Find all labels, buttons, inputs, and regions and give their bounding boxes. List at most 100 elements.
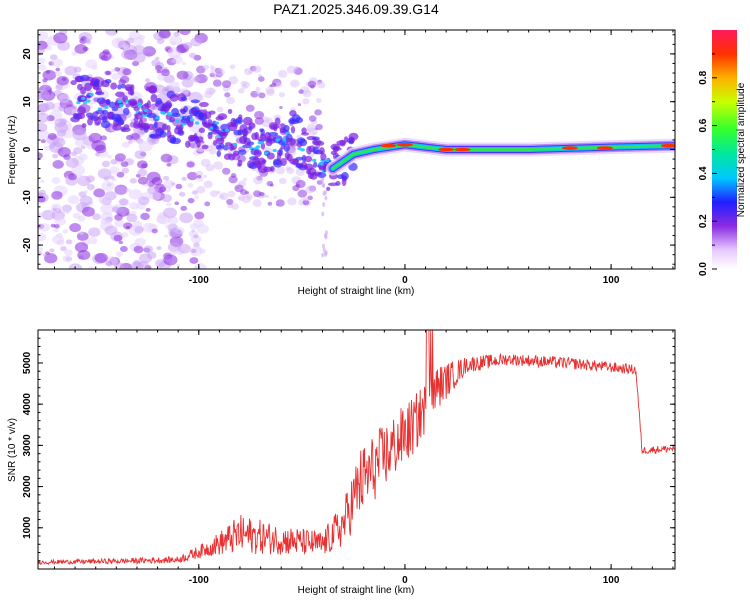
spectrogram-ridge-blob bbox=[317, 171, 327, 178]
spectrogram-xlabel: Height of straight line (km) bbox=[298, 286, 415, 297]
spectrogram-blob bbox=[273, 195, 277, 199]
spectrogram-ridge-blob bbox=[143, 108, 149, 113]
spectrogram-blob bbox=[145, 207, 151, 212]
spectrogram-ridge-blob bbox=[81, 123, 87, 128]
spectrogram-blob bbox=[321, 211, 325, 217]
spectrogram-hotspot bbox=[438, 147, 455, 152]
x-tick-label: 100 bbox=[603, 275, 620, 286]
spectrogram-ridge-blob bbox=[325, 158, 330, 163]
spectrogram-blob bbox=[322, 183, 326, 189]
spectrogram-blob bbox=[51, 190, 63, 200]
spectrogram-ridge-blob bbox=[146, 100, 151, 109]
spectrogram-blob bbox=[176, 263, 181, 267]
spectrogram-blob bbox=[270, 82, 277, 88]
spectrogram-ridge-blob bbox=[86, 99, 91, 103]
spectrogram-ridge-blob bbox=[341, 177, 347, 187]
spectrogram-ridge-blob bbox=[171, 137, 181, 145]
spectrogram-blob bbox=[71, 51, 78, 56]
spectrogram-blob bbox=[40, 139, 46, 144]
spectrogram-ridge-blob bbox=[94, 116, 102, 126]
spectrogram-blob bbox=[74, 242, 89, 253]
spectrogram-blob bbox=[253, 190, 262, 198]
spectrogram-blob bbox=[278, 177, 287, 185]
spectrogram-blob bbox=[269, 183, 274, 187]
spectrogram-blob bbox=[121, 232, 129, 238]
spectrogram-blob bbox=[85, 175, 95, 183]
spectrogram-ridge-blob bbox=[235, 117, 243, 125]
spectrogram-ridge-blob bbox=[122, 107, 130, 116]
spectrogram-blob bbox=[86, 184, 95, 191]
spectrogram-blob bbox=[65, 239, 73, 245]
spectrogram-blob bbox=[178, 243, 191, 254]
spectrogram-blob bbox=[38, 57, 46, 64]
spectrogram-ridge-blob bbox=[304, 155, 313, 163]
spectrogram-blob bbox=[62, 255, 72, 263]
y-tick-label: 5000 bbox=[22, 351, 33, 374]
spectrogram-ridge-blob bbox=[117, 119, 125, 125]
spectrogram-ridge-blob bbox=[121, 127, 131, 133]
spectrogram-ridge-blob bbox=[339, 139, 346, 147]
x-tick-label: -100 bbox=[189, 275, 209, 286]
spectrogram-blob bbox=[159, 186, 167, 192]
spectrogram-blob bbox=[216, 106, 224, 113]
spectrogram-blob bbox=[321, 243, 325, 249]
spectrogram-blob bbox=[132, 45, 146, 55]
spectrogram-blob bbox=[62, 229, 69, 234]
spectrogram-blob bbox=[161, 194, 172, 203]
spectrogram-ridge-blob bbox=[155, 97, 163, 106]
spectrogram-blob bbox=[308, 115, 317, 122]
spectrogram-blob bbox=[257, 76, 265, 82]
spectrogram-ridge-blob bbox=[320, 153, 327, 161]
spectrogram-blob bbox=[113, 234, 123, 242]
spectrogram-blob bbox=[168, 228, 181, 238]
spectrogram-blob bbox=[231, 203, 239, 210]
spectrogram-blob bbox=[121, 141, 130, 148]
spectrogram-ridge-band bbox=[331, 143, 675, 171]
spectrogram-blob bbox=[118, 198, 129, 206]
spectrogram-ridge-blob bbox=[248, 122, 256, 129]
spectrogram-blob bbox=[167, 242, 181, 253]
spectrogram-ridge-blob bbox=[198, 127, 206, 134]
spectrogram-blob bbox=[80, 145, 86, 150]
spectrogram-blob bbox=[128, 225, 143, 237]
spectrogram-ridge-blob bbox=[208, 110, 216, 115]
spectrogram-ridge-blob bbox=[169, 116, 176, 123]
spectrogram-blob bbox=[190, 37, 202, 47]
spectrogram-blob bbox=[137, 176, 149, 185]
spectrogram-blob bbox=[53, 228, 59, 233]
spectrogram-ridge-blob bbox=[216, 150, 221, 157]
spectrogram-ridge-blob bbox=[179, 124, 184, 131]
spectrogram-blob bbox=[133, 245, 144, 254]
spectrogram-blob bbox=[122, 68, 132, 76]
spectrogram-blob bbox=[54, 217, 66, 226]
spectrogram-blob bbox=[252, 65, 262, 73]
spectrogram-ridge-blob bbox=[161, 123, 168, 131]
spectrogram-blob bbox=[72, 129, 87, 141]
spectrogram-blob bbox=[38, 232, 47, 242]
spectrogram-blob bbox=[101, 160, 111, 168]
spectrogram-ridge-blob bbox=[207, 132, 213, 140]
spectrogram-ridge-blob bbox=[130, 84, 135, 91]
spectrogram-blob bbox=[68, 263, 83, 269]
colorbar-tick-label: 0.0 bbox=[698, 262, 709, 276]
spectrogram-ridge-blob bbox=[201, 144, 209, 150]
spectrogram-blob bbox=[44, 253, 58, 264]
y-tick-label: 4000 bbox=[22, 393, 33, 416]
spectrogram-ridge-blob bbox=[217, 113, 228, 120]
spectrogram-blob bbox=[163, 207, 177, 219]
spectrogram-blob bbox=[100, 203, 115, 215]
spectrogram-ridge-blob bbox=[117, 84, 122, 90]
spectrogram-blob bbox=[38, 112, 50, 123]
spectrogram-ridge-blob bbox=[159, 130, 167, 138]
spectrogram-blob bbox=[56, 76, 69, 86]
spectrogram-blob bbox=[38, 212, 44, 220]
spectrogram-blob bbox=[163, 175, 170, 181]
spectrogram-ridge-blob bbox=[104, 79, 112, 84]
spectrogram-blob bbox=[258, 73, 262, 77]
spectrogram-ridge-blob bbox=[290, 126, 296, 134]
spectrogram-blob bbox=[91, 140, 106, 152]
spectrogram-ridge-blob bbox=[95, 87, 102, 95]
spectrogram-ridge-blob bbox=[97, 107, 103, 111]
spectrogram-ridge-blob bbox=[115, 91, 125, 98]
